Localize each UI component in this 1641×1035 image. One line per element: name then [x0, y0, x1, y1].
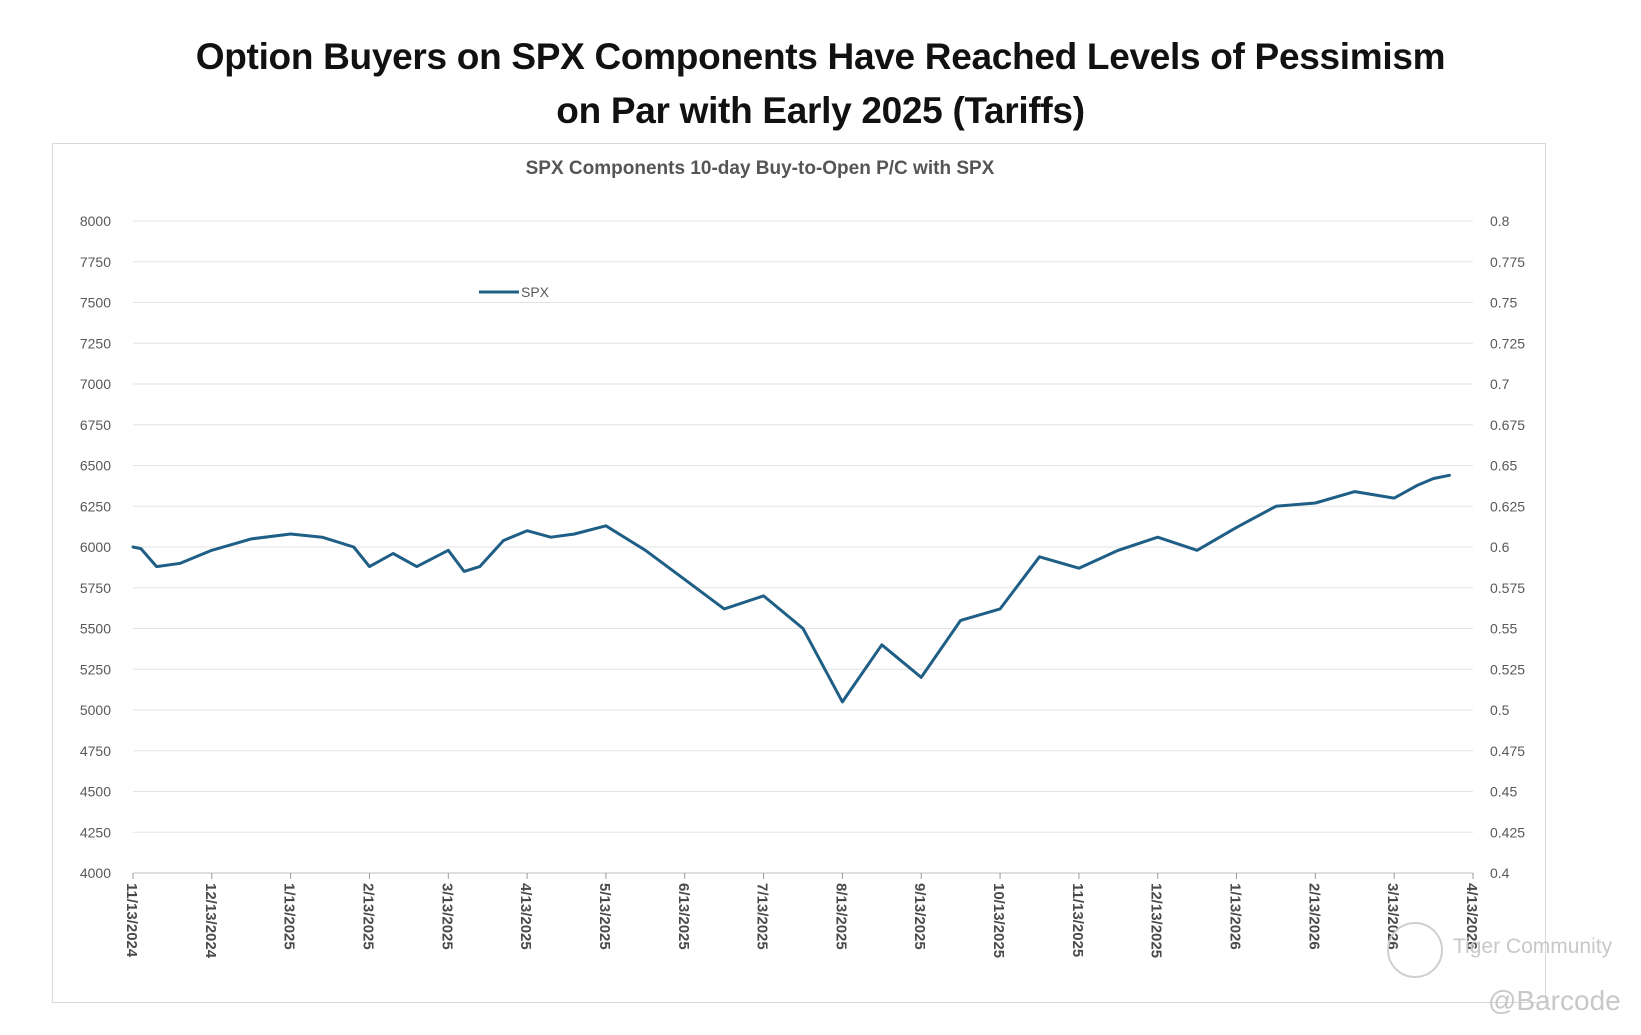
- watermark-community: Tiger Community: [1453, 935, 1613, 958]
- left-tick-label: 8000: [80, 213, 111, 229]
- x-tick-label: 2/13/2026: [1305, 883, 1322, 950]
- left-tick-label: 6500: [80, 458, 111, 474]
- series-layer: [131, 473, 1451, 704]
- x-tick-label: 1/13/2026: [1227, 883, 1244, 950]
- chart-svg: SPX Components 10-day Buy-to-Open P/C wi…: [80, 158, 1525, 959]
- left-tick-label: 6750: [80, 417, 111, 433]
- left-tick-label: 4000: [80, 865, 111, 881]
- tiger-logo-icon: [1387, 922, 1443, 978]
- chart-title: SPX Components 10-day Buy-to-Open P/C wi…: [526, 158, 995, 179]
- right-tick-label: 0.625: [1490, 498, 1525, 514]
- x-tick-label: 11/13/2024: [123, 883, 140, 958]
- right-tick-label: 0.425: [1490, 824, 1525, 840]
- watermark-handle: @Barcode: [1488, 985, 1621, 1016]
- x-tick-label: 9/13/2025: [911, 883, 928, 950]
- left-tick-label: 4750: [80, 743, 111, 759]
- x-tick-label: 4/13/2025: [517, 883, 534, 950]
- left-axis-ticks: 4000 4250 4500 4750 5000 5250 5500 5750 6000 6250…: [80, 213, 111, 881]
- right-tick-label: 0.525: [1490, 661, 1525, 677]
- x-tick-label: 7/13/2025: [754, 883, 771, 950]
- left-tick-label: 4250: [80, 824, 111, 840]
- x-tick-label: 11/13/2025: [1069, 883, 1086, 957]
- x-tick-label: 5/13/2025: [596, 883, 613, 950]
- left-tick-label: 6000: [80, 539, 111, 555]
- left-tick-label: 7250: [80, 335, 111, 351]
- right-tick-label: 0.65: [1490, 458, 1517, 474]
- x-tick-label: 3/13/2025: [438, 883, 455, 950]
- right-tick-label: 0.8: [1490, 213, 1510, 229]
- page-headline: Option Buyers on SPX Components Have Rea…: [0, 30, 1641, 138]
- left-tick-label: 7000: [80, 376, 111, 392]
- x-tick-label: 8/13/2025: [832, 883, 849, 950]
- right-tick-label: 0.45: [1490, 784, 1517, 800]
- left-tick-label: 7500: [80, 295, 111, 311]
- right-tick-label: 0.55: [1490, 621, 1517, 637]
- left-tick-label: 5750: [80, 580, 111, 596]
- headline-line-1: Option Buyers on SPX Components Have Rea…: [195, 36, 1446, 77]
- left-tick-label: 4500: [80, 784, 111, 800]
- right-tick-label: 0.4: [1490, 865, 1510, 881]
- x-tick-label: 1/13/2025: [281, 883, 298, 950]
- x-tick-label: 12/13/2024: [202, 883, 219, 959]
- gridlines: [133, 220, 1473, 874]
- x-axis-ticks: 11/13/2024 12/13/2024 1/13/2025 2/13/2025 3/…: [123, 873, 1480, 959]
- left-tick-label: 5500: [80, 621, 111, 637]
- legend: SPX: [479, 284, 550, 300]
- x-tick-label: 10/13/2025: [990, 883, 1007, 958]
- series-line-spx: [131, 473, 1451, 704]
- right-tick-label: 0.775: [1490, 254, 1525, 270]
- right-tick-label: 0.6: [1490, 539, 1510, 555]
- left-tick-label: 7750: [80, 254, 111, 270]
- left-tick-label: 6250: [80, 498, 111, 514]
- right-tick-label: 0.5: [1490, 702, 1510, 718]
- right-tick-label: 0.75: [1490, 295, 1517, 311]
- x-tick-label: 2/13/2025: [359, 883, 376, 950]
- headline-line-2: on Par with Early 2025 (Tariffs): [556, 90, 1085, 131]
- legend-label-spx: SPX: [521, 284, 550, 300]
- left-tick-label: 5000: [80, 702, 111, 718]
- x-tick-label: 6/13/2025: [675, 883, 692, 950]
- right-tick-label: 0.7: [1490, 376, 1510, 392]
- right-tick-label: 0.725: [1490, 335, 1525, 351]
- right-tick-label: 0.475: [1490, 743, 1525, 759]
- chart-frame: SPX Components 10-day Buy-to-Open P/C wi…: [52, 143, 1546, 1003]
- right-tick-label: 0.575: [1490, 580, 1525, 596]
- right-tick-label: 0.675: [1490, 417, 1525, 433]
- x-tick-label: 4/13/2026: [1463, 883, 1480, 950]
- x-tick-label: 12/13/2025: [1148, 883, 1165, 958]
- right-axis-ticks: 0.4 0.425 0.45 0.475 0.5 0.525 0.55 0.575 0.6 0.6…: [1490, 213, 1525, 881]
- left-tick-label: 5250: [80, 661, 111, 677]
